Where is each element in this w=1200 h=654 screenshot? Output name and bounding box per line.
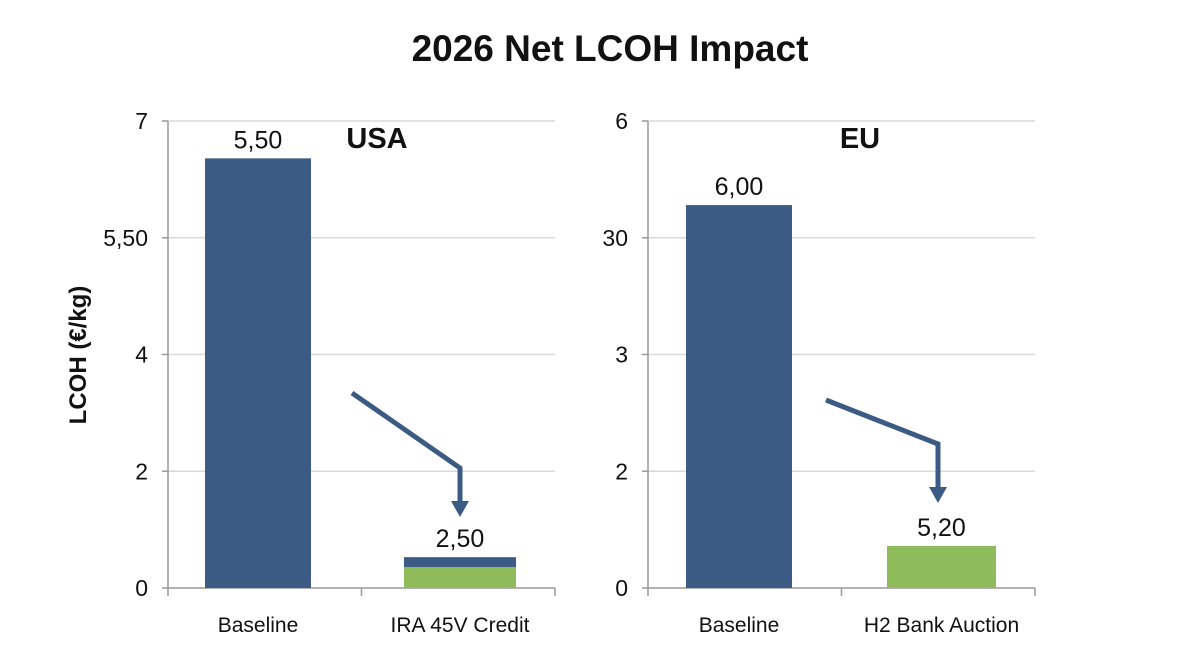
reduction-arrow: [350, 390, 463, 508]
bar-baseline: [205, 158, 311, 589]
bar-incentive: [404, 566, 516, 588]
x-tick-label: Baseline: [218, 614, 299, 637]
arrow-head-icon: [929, 487, 947, 503]
x-tick-label: H2 Bank Auction: [864, 614, 1019, 637]
y-tick-label: 7: [135, 108, 148, 134]
y-tick-label: 0: [615, 575, 628, 601]
y-tick-label: 5,50: [103, 225, 148, 251]
y-tick-label: 3: [615, 342, 628, 368]
y-axis-label: LCOH (€/kg): [65, 286, 92, 425]
y-tick-label: 6: [615, 108, 628, 134]
data-label: 6,00: [715, 173, 764, 201]
reduction-arrow: [825, 397, 941, 494]
chart-title: 2026 Net LCOH Impact: [412, 28, 809, 69]
y-tick-label: 4: [135, 342, 148, 368]
data-label: 2,50: [436, 525, 485, 553]
bar-baseline: [686, 205, 792, 588]
x-tick-label: Baseline: [699, 614, 780, 637]
panel-title: USA: [346, 123, 407, 155]
panel-title: EU: [840, 123, 880, 155]
x-tick-label: IRA 45V Credit: [391, 614, 530, 637]
panel-eu: 0 2 3 30 6 EU 6,00 Baseline 5,20 H2 Bank Auction: [602, 108, 1036, 637]
panel-usa: 0 2 4 5,50 7 USA 5,50 Baseline 2,50 IRA 45V Credi…: [103, 108, 556, 637]
y-tick-label: 30: [602, 225, 628, 251]
data-label: 5,50: [234, 126, 283, 154]
y-tick-label: 2: [135, 458, 148, 484]
y-tick-label: 0: [135, 575, 148, 601]
y-tick-label: 2: [615, 458, 628, 484]
arrow-head-icon: [451, 501, 469, 517]
bar-incentive: [887, 545, 996, 588]
data-label: 5,20: [917, 514, 966, 542]
